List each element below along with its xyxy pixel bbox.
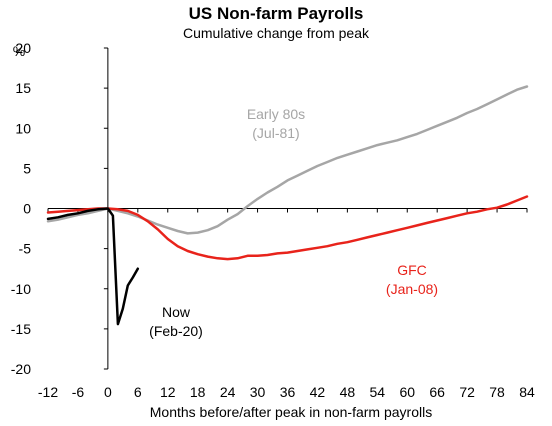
x-tick-label: 66 (429, 384, 445, 400)
x-axis-label: Months before/after peak in non-farm pay… (150, 404, 432, 420)
y-tick-label: 20 (15, 40, 31, 56)
x-tick-label: 24 (220, 384, 236, 400)
x-tick-label: 6 (134, 384, 142, 400)
series-line-now-feb-20 (46, 207, 140, 326)
y-tick-label: -20 (11, 361, 31, 377)
x-tick-label: 42 (310, 384, 326, 400)
x-tick-label: 0 (104, 384, 112, 400)
series-label-line: Now (162, 304, 191, 320)
x-tick-label: 30 (250, 384, 266, 400)
series-label-line: (Jul-81) (252, 125, 299, 141)
series-label-early-80s-jul-81: Early 80s (Jul-81) (247, 106, 305, 141)
y-tick-label: -10 (11, 281, 31, 297)
y-tick-label: 10 (15, 120, 31, 136)
y-tick-label: 15 (15, 80, 31, 96)
x-tick-label: 84 (519, 384, 535, 400)
y-tick-label: -15 (11, 321, 31, 337)
x-tick-label: 60 (399, 384, 415, 400)
series-line-early-80s-jul-81 (46, 85, 529, 235)
x-tick-label: -12 (38, 384, 58, 400)
series-label-line: Early 80s (247, 106, 305, 122)
y-tick-label: 5 (23, 160, 31, 176)
x-tick-label: 18 (190, 384, 206, 400)
x-tick-label: 72 (459, 384, 475, 400)
x-tick-label: 36 (280, 384, 296, 400)
series-label-line: (Jan-08) (386, 281, 438, 297)
x-tick-label: 54 (370, 384, 386, 400)
x-tick-label: 12 (160, 384, 176, 400)
series-line-gfc-jan-08 (46, 195, 529, 261)
chart-subtitle: Cumulative change from peak (183, 25, 370, 41)
series-label-line: GFC (397, 262, 427, 278)
y-tick-label: 0 (23, 201, 31, 217)
series-label-gfc-jan-08: GFC (Jan-08) (386, 262, 438, 297)
y-tick-label: -5 (19, 241, 32, 257)
y-axis-label: % (13, 43, 25, 59)
series-label-line: (Feb-20) (149, 323, 203, 339)
x-tick-label: -6 (72, 384, 85, 400)
x-tick-label: 78 (489, 384, 505, 400)
x-tick-label: 48 (340, 384, 356, 400)
chart-title: US Non-farm Payrolls (189, 4, 364, 23)
series-label-now-feb-20: Now (Feb-20) (149, 304, 203, 339)
